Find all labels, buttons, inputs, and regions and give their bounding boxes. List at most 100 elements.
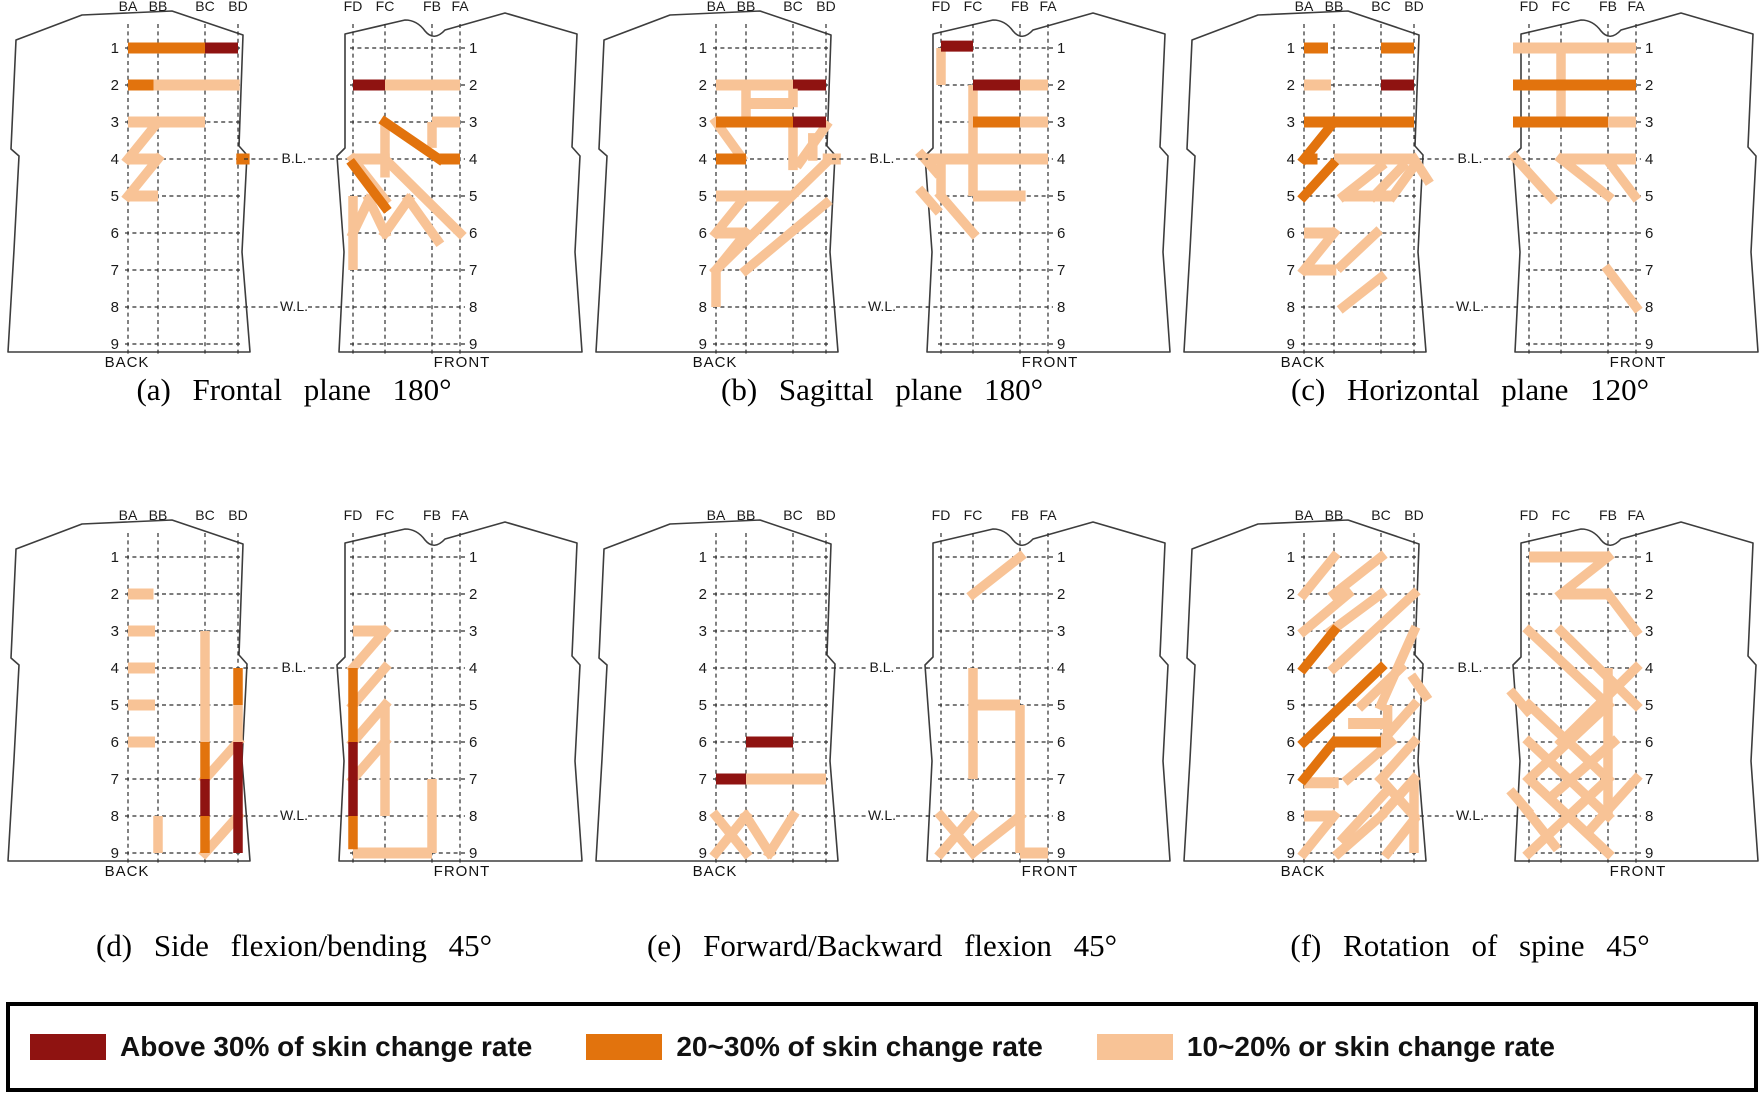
legend-item-low: 10~20% or skin change rate: [1096, 1031, 1555, 1063]
caption-e: (e) Forward/Backward flexion 45°: [646, 928, 1118, 963]
row-number: 6: [469, 225, 477, 242]
front-column-label: FD: [1520, 509, 1539, 523]
row-number: 4: [469, 660, 477, 677]
back-column-label: BA: [1295, 509, 1314, 523]
back-outline: [1183, 10, 1427, 353]
skin-change-segment-low: [1324, 587, 1388, 638]
row-number: 8: [1645, 299, 1653, 316]
row-number: 2: [111, 586, 119, 603]
back-view-label: BACK: [693, 354, 738, 371]
row-number: 6: [1287, 734, 1295, 751]
skin-change-segment-low: [966, 809, 1027, 860]
skin-change-segment-low: [1554, 550, 1615, 601]
skin-change-segment-low: [934, 189, 980, 240]
skin-change-segment-low: [1407, 672, 1433, 703]
row-number: 6: [1057, 225, 1065, 242]
back-column-label: BD: [816, 0, 835, 14]
row-number: 6: [699, 225, 707, 242]
panel-rotation-spine: BA BB BC BD 1 2 3 4 5 6 7 8 9 BACK FD FC FB FA 1 2 3 4 5 6 7 8 9 FR…: [1176, 507, 1764, 891]
back-column-label: BA: [1295, 0, 1314, 14]
row-number: 5: [699, 188, 707, 205]
skin-change-segment-mid: [346, 157, 392, 214]
row-number: 5: [1057, 697, 1065, 714]
row-number: 3: [1287, 114, 1295, 131]
skin-change-segment-low: [934, 809, 980, 860]
skin-change-segment-low: [1601, 587, 1643, 638]
row-number: 2: [111, 77, 119, 94]
row-number: 2: [1645, 77, 1653, 94]
back-column-label: BC: [195, 509, 214, 523]
skin-change-segment-low: [915, 148, 943, 179]
bust-line-label: B.L.: [282, 150, 307, 166]
row-number: 1: [1057, 549, 1065, 566]
row-number: 2: [1287, 586, 1295, 603]
waist-line-label: W.L.: [1456, 807, 1484, 823]
row-number: 6: [1645, 225, 1653, 242]
skin-change-segment-low: [1385, 159, 1421, 203]
back-view-label: BACK: [105, 863, 150, 880]
skin-change-segment-low: [1341, 735, 1398, 786]
row-number: 1: [1287, 40, 1295, 57]
front-column-label: FB: [423, 0, 441, 14]
front-column-label: FA: [1627, 509, 1645, 523]
skin-change-segment-low: [1374, 698, 1421, 749]
row-number: 3: [1645, 623, 1653, 640]
row-number: 1: [469, 40, 477, 57]
legend-swatch-high-icon: [30, 1034, 106, 1060]
row-number: 7: [1645, 262, 1653, 279]
row-number: 9: [1287, 336, 1295, 353]
skin-change-segment-low: [1367, 159, 1410, 203]
row-number: 9: [699, 336, 707, 353]
back-column-label: BD: [1404, 509, 1423, 523]
caption-c: (c) Horizontal plane 120°: [1290, 372, 1650, 407]
row-number: 6: [1287, 225, 1295, 242]
front-outline: [1512, 521, 1759, 862]
back-column-label: BB: [149, 0, 168, 14]
skin-change-segment-low: [966, 550, 1027, 601]
skin-change-segment-low: [1601, 263, 1643, 314]
row-number: 9: [699, 845, 707, 862]
caption-f: (f) Rotation of spine 45°: [1290, 928, 1650, 963]
row-number: 6: [111, 225, 119, 242]
bust-line-label: B.L.: [1458, 659, 1483, 675]
row-number: 3: [1057, 114, 1065, 131]
front-column-label: FD: [932, 509, 951, 523]
skin-change-segment-low: [1506, 687, 1535, 718]
caption-b: (b) Sagittal plane 180°: [721, 372, 1043, 407]
front-column-label: FD: [932, 0, 951, 14]
row-number: 9: [1645, 845, 1653, 862]
front-column-label: FC: [376, 0, 395, 14]
row-number: 7: [111, 771, 119, 788]
row-number: 2: [1645, 586, 1653, 603]
skin-change-segment-low: [1336, 270, 1388, 314]
back-column-label: BC: [195, 0, 214, 14]
skin-change-segment-low: [1522, 772, 1615, 860]
back-column-label: BC: [1371, 0, 1390, 14]
skin-change-segment-low: [1506, 787, 1535, 818]
back-column-label: BB: [1325, 0, 1344, 14]
back-column-label: BB: [149, 509, 168, 523]
back-column-label: BA: [707, 509, 726, 523]
row-number: 4: [1645, 151, 1653, 168]
row-number: 4: [1287, 660, 1295, 677]
back-view-label: BACK: [1281, 354, 1326, 371]
front-outline: [336, 12, 583, 353]
row-number: 7: [1057, 771, 1065, 788]
skin-change-segment-low: [346, 698, 392, 749]
bust-line-label: B.L.: [282, 659, 307, 675]
row-number: 3: [111, 623, 119, 640]
row-number: 3: [111, 114, 119, 131]
back-column-label: BA: [119, 0, 138, 14]
front-column-label: FC: [1552, 0, 1571, 14]
back-outline: [1183, 519, 1427, 862]
front-view-label: FRONT: [1610, 354, 1667, 371]
